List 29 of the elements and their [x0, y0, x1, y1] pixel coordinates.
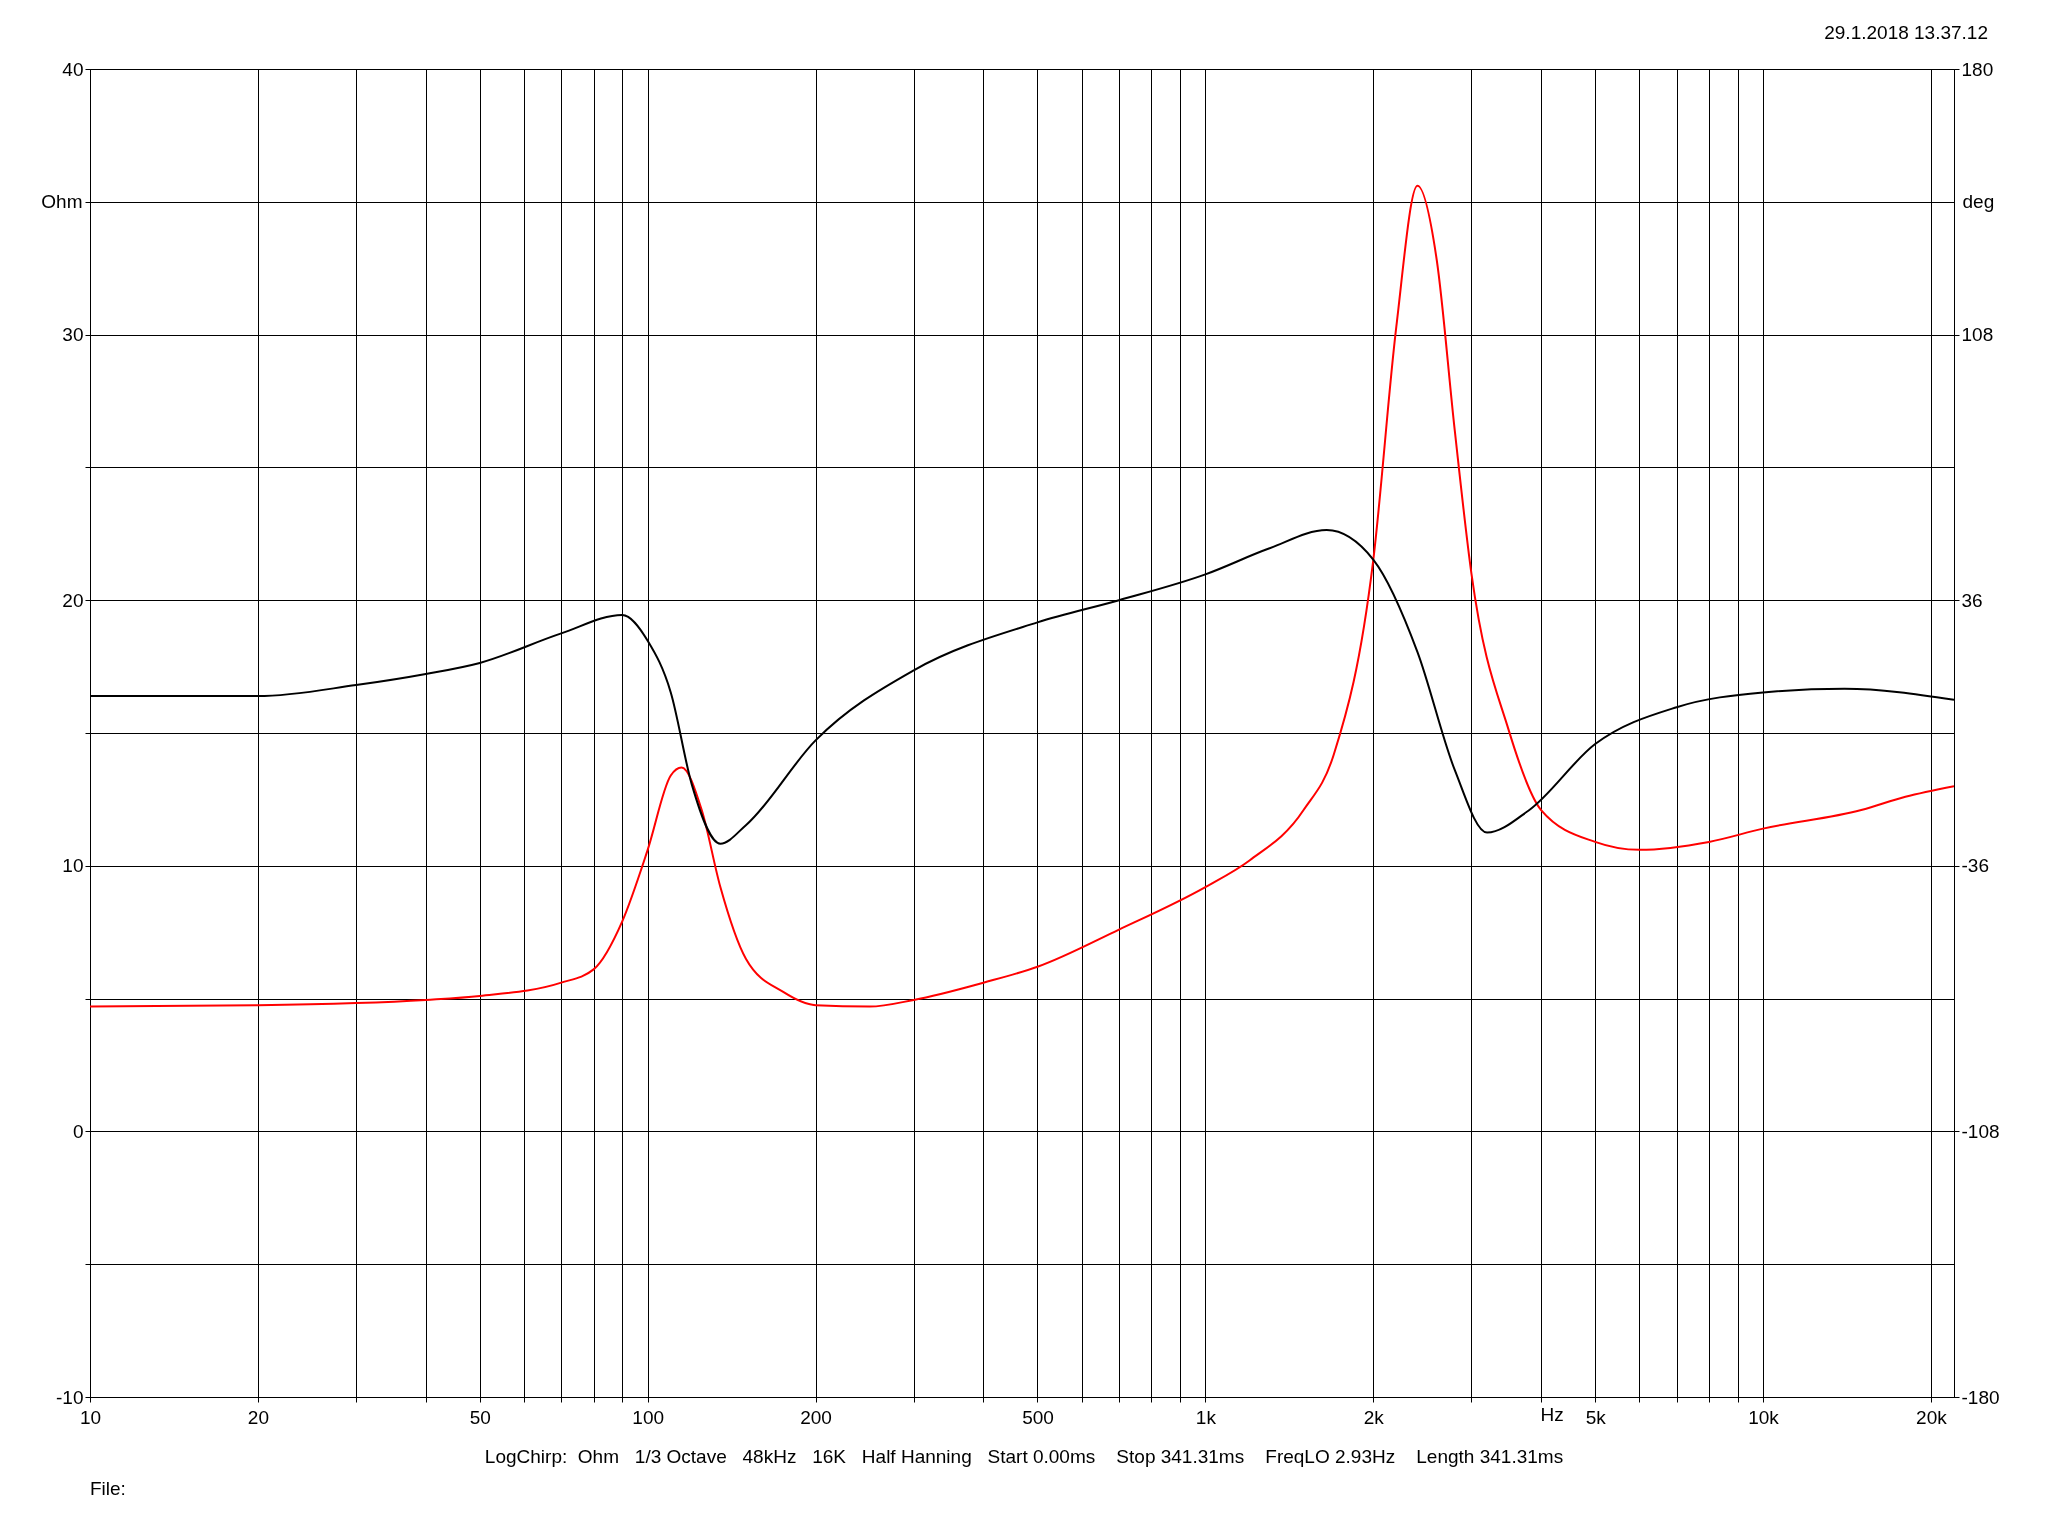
x-tick-label: 50 — [469, 1406, 491, 1428]
text: LogChirp: Ohm 1/3 Octave 48kHz 16K Half Hanning Start 0.00ms Stop 341.31ms FreqLO 2.93Hz Length 341.31ms — [483, 1446, 1565, 1468]
y2-tick-label: -180 — [1961, 1386, 2000, 1408]
text: File: — [90, 1478, 126, 1500]
y-tick-label: -10 — [56, 1386, 84, 1408]
x-tick-label: 20k — [1916, 1406, 1948, 1428]
x-tick-label: 100 — [632, 1406, 665, 1428]
x-tick-label: 1k — [1195, 1406, 1217, 1428]
y-tick-label: 10 — [62, 855, 84, 877]
x-tick-label: 200 — [800, 1406, 832, 1428]
x-tick-label: 10k — [1748, 1406, 1780, 1428]
x-tick-label: 500 — [1022, 1406, 1054, 1428]
x-tick-label: 5k — [1585, 1406, 1607, 1428]
y2-tick-label: 108 — [1961, 324, 1994, 346]
y2-tick-label: 36 — [1961, 589, 1983, 611]
x-axis-title: Hz — [1540, 1403, 1564, 1425]
y-tick-label: 40 — [62, 58, 84, 80]
text: 29.1.2018 13.37.12 — [1824, 22, 1988, 44]
y2-axis-title: deg — [1962, 190, 1995, 212]
y-tick-label: 20 — [62, 589, 84, 611]
y-axis-title: Ohm — [41, 190, 83, 212]
y-tick-label: 0 — [72, 1120, 84, 1142]
y-tick-label: 30 — [62, 324, 84, 346]
x-tick-label: 20 — [247, 1406, 269, 1428]
y2-tick-label: -108 — [1961, 1120, 2000, 1142]
y2-tick-label: 180 — [1961, 58, 1994, 80]
x-tick-label: 2k — [1363, 1406, 1385, 1428]
y2-tick-label: -36 — [1961, 855, 1989, 877]
x-tick-label: 10 — [79, 1406, 102, 1428]
